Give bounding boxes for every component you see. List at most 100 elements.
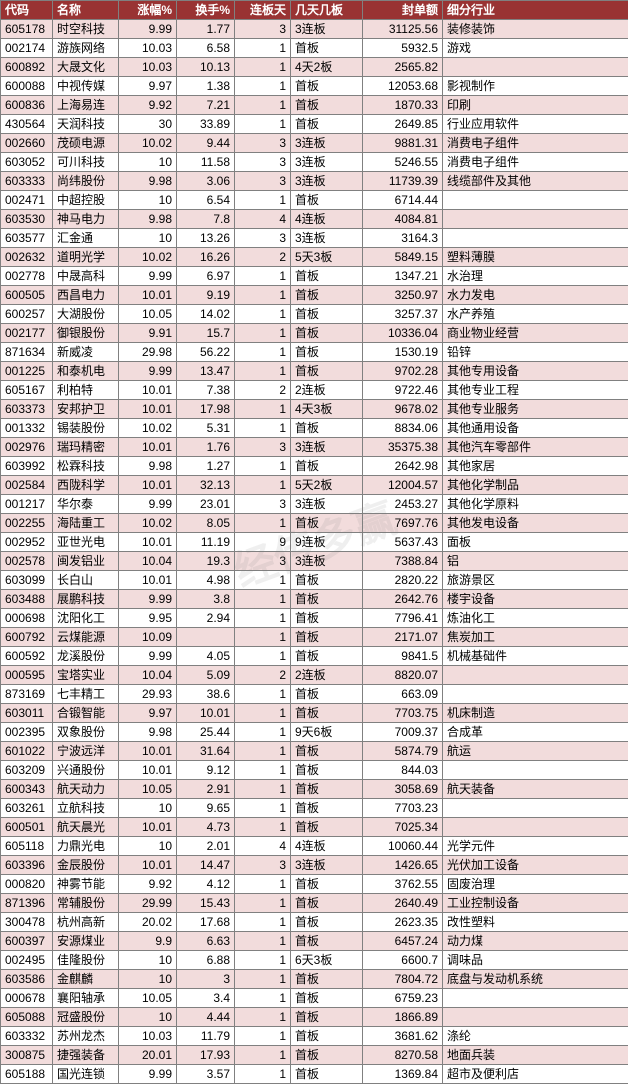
cell-ind: 光伏加工设备 <box>443 856 628 875</box>
cell-amt: 2642.76 <box>363 590 443 609</box>
cell-days: 1 <box>235 58 291 77</box>
cell-amt: 12053.68 <box>363 77 443 96</box>
cell-amt: 2642.98 <box>363 457 443 476</box>
cell-pct: 29.99 <box>119 894 177 913</box>
cell-turn: 6.63 <box>177 932 235 951</box>
table-row: 300875捷强装备20.0117.931首板8270.58地面兵装 <box>1 1046 628 1065</box>
cell-pct: 9.98 <box>119 210 177 229</box>
cell-ind: 地面兵装 <box>443 1046 628 1065</box>
cell-turn: 6.88 <box>177 951 235 970</box>
cell-amt: 1369.84 <box>363 1065 443 1084</box>
cell-days: 1 <box>235 742 291 761</box>
cell-ban: 4连板 <box>291 837 363 856</box>
cell-ind <box>443 761 628 780</box>
cell-amt: 3681.62 <box>363 1027 443 1046</box>
cell-name: 立航科技 <box>53 799 119 818</box>
cell-code: 002177 <box>1 324 53 343</box>
cell-days: 1 <box>235 267 291 286</box>
cell-pct: 10.04 <box>119 666 177 685</box>
cell-pct: 9.99 <box>119 647 177 666</box>
cell-code: 300478 <box>1 913 53 932</box>
cell-name: 西陇科学 <box>53 476 119 495</box>
cell-ind: 调味品 <box>443 951 628 970</box>
cell-code: 603332 <box>1 1027 53 1046</box>
cell-ban: 3连板 <box>291 552 363 571</box>
cell-days: 2 <box>235 381 291 400</box>
cell-name: 游族网络 <box>53 39 119 58</box>
table-row: 000698沈阳化工9.952.941首板7796.41炼油化工 <box>1 609 628 628</box>
cell-days: 1 <box>235 1046 291 1065</box>
cell-code: 001217 <box>1 495 53 514</box>
cell-amt: 1870.33 <box>363 96 443 115</box>
cell-days: 1 <box>235 1065 291 1084</box>
table-row: 603209兴通股份10.019.121首板844.03 <box>1 761 628 780</box>
cell-code: 600257 <box>1 305 53 324</box>
cell-turn: 8.05 <box>177 514 235 533</box>
cell-days: 3 <box>235 856 291 875</box>
cell-turn: 16.26 <box>177 248 235 267</box>
cell-code: 605167 <box>1 381 53 400</box>
table-row: 002976瑞玛精密10.011.7633连板35375.38其他汽车零部件 <box>1 438 628 457</box>
cell-name: 云煤能源 <box>53 628 119 647</box>
cell-turn: 11.79 <box>177 1027 235 1046</box>
cell-amt: 5849.15 <box>363 248 443 267</box>
cell-amt: 8270.58 <box>363 1046 443 1065</box>
cell-amt: 3250.97 <box>363 286 443 305</box>
cell-days: 1 <box>235 476 291 495</box>
table-row: 002255海陆重工10.028.051首板7697.76其他发电设备 <box>1 514 628 533</box>
cell-ind: 其他专业服务 <box>443 400 628 419</box>
table-row: 002395双象股份9.9825.4419天6板7009.37合成革 <box>1 723 628 742</box>
cell-turn: 7.8 <box>177 210 235 229</box>
cell-ban: 首板 <box>291 818 363 837</box>
cell-days: 1 <box>235 286 291 305</box>
table-row: 300478杭州高新20.0217.681首板2623.35改性塑料 <box>1 913 628 932</box>
cell-ind: 炼油化工 <box>443 609 628 628</box>
cell-pct: 10.01 <box>119 533 177 552</box>
cell-ban: 首板 <box>291 761 363 780</box>
cell-code: 603488 <box>1 590 53 609</box>
cell-days: 1 <box>235 970 291 989</box>
table-row: 002632道明光学10.0216.2625天3板5849.15塑料薄膜 <box>1 248 628 267</box>
cell-days: 1 <box>235 305 291 324</box>
cell-code: 603577 <box>1 229 53 248</box>
table-row: 001332锡装股份10.025.311首板8834.06其他通用设备 <box>1 419 628 438</box>
cell-pct: 9.97 <box>119 77 177 96</box>
cell-code: 300875 <box>1 1046 53 1065</box>
cell-name: 新威凌 <box>53 343 119 362</box>
cell-code: 002976 <box>1 438 53 457</box>
cell-amt: 10336.04 <box>363 324 443 343</box>
table-row: 603332苏州龙杰10.0311.791首板3681.62涤纶 <box>1 1027 628 1046</box>
cell-turn: 1.77 <box>177 20 235 39</box>
cell-code: 000820 <box>1 875 53 894</box>
cell-turn: 5.09 <box>177 666 235 685</box>
cell-name: 中超控股 <box>53 191 119 210</box>
cell-pct: 10.03 <box>119 58 177 77</box>
cell-name: 松霖科技 <box>53 457 119 476</box>
cell-pct: 10.03 <box>119 1027 177 1046</box>
cell-ban: 首板 <box>291 647 363 666</box>
cell-ban: 首板 <box>291 685 363 704</box>
cell-pct: 10.05 <box>119 989 177 1008</box>
cell-turn: 4.98 <box>177 571 235 590</box>
cell-pct: 10.01 <box>119 761 177 780</box>
table-row: 603052可川科技1011.5833连板5246.55消费电子组件 <box>1 153 628 172</box>
cell-ban: 首板 <box>291 704 363 723</box>
cell-days: 1 <box>235 951 291 970</box>
cell-code: 600397 <box>1 932 53 951</box>
cell-code: 603011 <box>1 704 53 723</box>
cell-name: 中晟高科 <box>53 267 119 286</box>
cell-amt: 2171.07 <box>363 628 443 647</box>
cell-ind: 水力发电 <box>443 286 628 305</box>
cell-days: 1 <box>235 704 291 723</box>
cell-turn: 7.38 <box>177 381 235 400</box>
cell-amt: 12004.57 <box>363 476 443 495</box>
cell-code: 603586 <box>1 970 53 989</box>
cell-ind <box>443 210 628 229</box>
table-row: 600501航天晨光10.014.731首板7025.34 <box>1 818 628 837</box>
cell-name: 利柏特 <box>53 381 119 400</box>
cell-ban: 3连板 <box>291 229 363 248</box>
cell-code: 603333 <box>1 172 53 191</box>
cell-pct: 10.02 <box>119 134 177 153</box>
cell-ban: 首板 <box>291 1046 363 1065</box>
table-row: 605167利柏特10.017.3822连板9722.46其他专业工程 <box>1 381 628 400</box>
